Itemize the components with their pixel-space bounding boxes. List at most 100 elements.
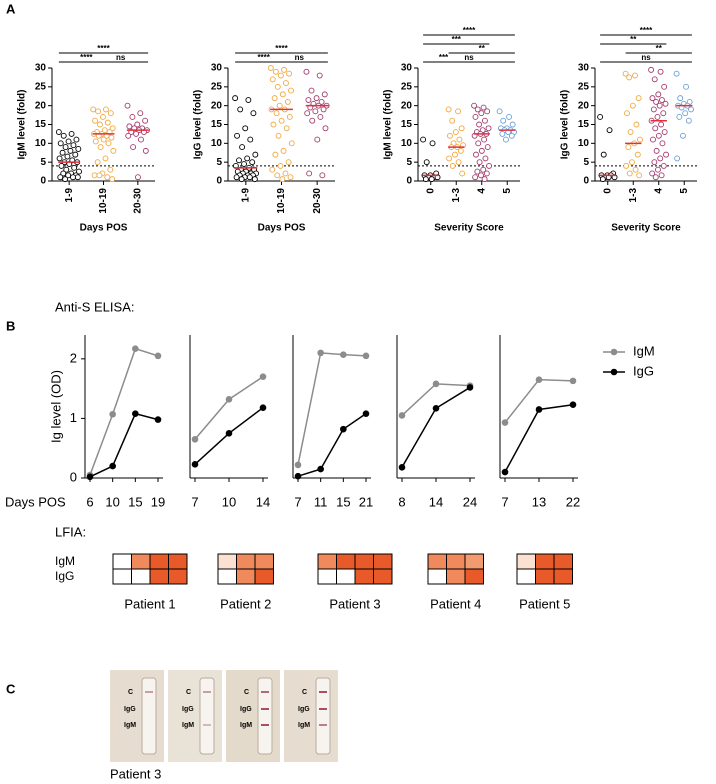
x-tick-label: 21 — [359, 494, 373, 509]
photo-group: C IgG IgM C IgG IgM C IgG IgM — [110, 670, 338, 781]
point — [398, 463, 406, 471]
dot — [652, 125, 659, 132]
point — [535, 406, 543, 413]
dot — [429, 140, 436, 147]
y-tick-label: 25 — [401, 81, 413, 92]
y-axis-label: IgG level (fold) — [193, 90, 204, 159]
band — [203, 691, 211, 693]
point — [569, 401, 577, 409]
dot — [508, 132, 515, 139]
dot — [275, 132, 282, 139]
dot — [70, 174, 76, 181]
dot — [446, 155, 453, 162]
dot — [651, 76, 658, 83]
point — [340, 351, 347, 358]
dot — [238, 176, 245, 183]
dot — [452, 129, 459, 135]
dot — [305, 97, 312, 103]
y-tick-label: 5 — [40, 157, 46, 168]
dot — [484, 144, 491, 151]
elisa-title: Anti-S ELISA: — [55, 299, 134, 314]
dot — [272, 68, 279, 75]
dot — [124, 102, 131, 109]
dot — [420, 136, 427, 143]
dot — [129, 114, 136, 120]
series-line — [401, 386, 471, 468]
dot — [92, 138, 99, 145]
dot — [649, 95, 656, 102]
dot — [478, 172, 484, 179]
dot — [506, 114, 513, 120]
dot — [623, 162, 630, 169]
dot — [652, 174, 659, 181]
dot — [75, 146, 82, 152]
dot — [250, 110, 257, 117]
strip-label: C — [244, 689, 249, 696]
dot — [59, 149, 66, 156]
dot — [135, 174, 141, 181]
dot — [92, 117, 99, 124]
y-tick-label: 2 — [70, 350, 77, 365]
series-line — [504, 378, 574, 424]
lfia-cell — [149, 553, 169, 570]
significance-label: ns — [464, 53, 474, 62]
y-axis-label: Ig level (OD) — [48, 370, 63, 443]
x-tick-label: 8 — [398, 494, 405, 509]
y-tick-label: 30 — [211, 63, 223, 74]
dot — [234, 132, 241, 139]
dot — [476, 121, 483, 128]
dot — [457, 147, 464, 154]
x-tick-label: 7 — [191, 494, 198, 509]
x-tick-label: 20-30 — [312, 188, 323, 214]
dot — [478, 110, 485, 117]
dot — [288, 140, 295, 147]
significance-label: *** — [439, 53, 449, 62]
dot — [277, 72, 284, 79]
dot — [673, 70, 680, 77]
lfia-cell — [317, 553, 337, 570]
dot — [94, 159, 101, 166]
dot — [237, 106, 244, 113]
y-tick-label: 20 — [35, 100, 47, 111]
dot — [660, 162, 667, 169]
x-tick-label: 0 — [425, 188, 436, 194]
dot — [480, 104, 487, 111]
dot — [277, 162, 284, 169]
band — [145, 691, 153, 693]
dot — [622, 70, 629, 77]
dot — [634, 151, 641, 158]
dot — [478, 147, 485, 154]
x-axis-label: Days POS — [258, 223, 306, 234]
dot — [658, 97, 665, 103]
dot — [125, 132, 132, 139]
dot — [458, 125, 465, 132]
strip-label: C — [302, 689, 307, 696]
legend-label: IgM — [633, 343, 655, 358]
series-line — [297, 352, 367, 466]
strip-label: IgG — [124, 706, 136, 713]
dot — [76, 168, 82, 175]
lfia-row-label: IgM — [55, 554, 75, 568]
lfia-cell — [217, 553, 237, 570]
point — [259, 404, 267, 411]
dot — [473, 151, 479, 158]
point — [294, 472, 302, 480]
dot — [447, 132, 453, 139]
lfia-cell — [446, 553, 466, 570]
lfia-cell — [336, 553, 356, 570]
dot — [320, 106, 327, 113]
dot — [314, 136, 321, 143]
dot — [303, 68, 310, 75]
x-tick-label: 20-30 — [132, 188, 143, 214]
y-tick-label: 25 — [211, 81, 223, 92]
strip-window — [257, 677, 273, 755]
significance-label: **** — [80, 53, 93, 62]
patient-name: Patient 5 — [519, 596, 570, 611]
x-tick-label: 7 — [294, 494, 301, 509]
dot — [280, 147, 287, 154]
dot — [282, 170, 289, 177]
dot — [318, 98, 325, 105]
dot — [449, 117, 456, 124]
dot — [245, 97, 252, 103]
